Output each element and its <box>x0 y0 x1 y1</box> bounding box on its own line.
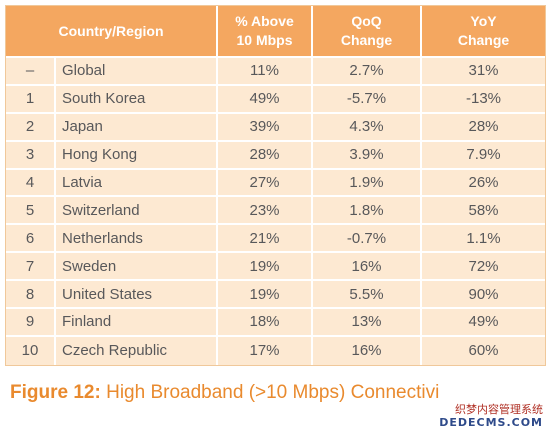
rank-cell: 1 <box>6 85 56 112</box>
yoy-cell: 60% <box>468 342 499 360</box>
yoy-cell: 26% <box>468 174 499 191</box>
header-yoy-line2: Change <box>457 32 510 48</box>
figure-caption: Figure 12: High Broadband (>10 Mbps) Con… <box>10 382 439 404</box>
country-cell: Finland <box>56 309 218 335</box>
table-row: 7 Sweden 19% 16% 72% <box>6 253 545 282</box>
rank-cell: 8 <box>6 281 56 308</box>
table-row: 1 South Korea 49% -5.7% -13% <box>6 85 545 114</box>
pct-cell: 19% <box>218 253 313 280</box>
rank-cell: – <box>6 58 56 84</box>
yoy-cell: -13% <box>465 90 502 108</box>
watermark-line2: DEDECMS.COM <box>439 416 543 429</box>
pct-cell: 11% <box>218 58 313 84</box>
pct-cell: 49% <box>218 85 313 112</box>
qoq-cell: 4.3% <box>313 113 422 140</box>
yoy-cell: 90% <box>468 285 499 303</box>
yoy-cell: 58% <box>468 201 499 219</box>
pct-cell: 19% <box>218 281 313 308</box>
header-qoq-line2: Change <box>340 32 393 48</box>
qoq-cell: 1.9% <box>313 169 422 196</box>
pct-cell: 18% <box>218 309 313 335</box>
yoy-cell: 1.1% <box>466 229 501 247</box>
table-row: 5 Switzerland 23% 1.8% 58% <box>6 197 545 226</box>
header-yoy-change: YoY Change <box>422 6 545 56</box>
country-cell: United States <box>56 281 218 308</box>
broadband-table: Country/Region % Above 10 Mbps QoQ Chang… <box>5 5 546 366</box>
yoy-cell: 7.9% <box>466 146 501 164</box>
yoy-cell: 31% <box>468 62 499 80</box>
qoq-cell: -0.7% <box>313 225 422 252</box>
pct-cell: 27% <box>218 169 313 196</box>
watermark-line1: 织梦内容管理系统 <box>455 403 543 416</box>
yoy-cell: 72% <box>468 257 499 275</box>
qoq-cell: 16% <box>313 336 422 365</box>
watermark: 织梦内容管理系统 DEDECMS.COM <box>439 403 543 429</box>
rank-cell: 6 <box>6 225 56 252</box>
header-pct-above-line1: % Above <box>235 13 294 29</box>
country-cell: Global <box>56 58 218 84</box>
qoq-cell: 16% <box>313 253 422 280</box>
pct-cell: 17% <box>218 336 313 365</box>
country-cell: South Korea <box>56 85 218 112</box>
yoy-cell: 49% <box>468 313 499 331</box>
qoq-cell: 5.5% <box>313 281 422 308</box>
country-cell: Hong Kong <box>56 141 218 168</box>
country-cell: Japan <box>56 113 218 140</box>
figure-caption-text: High Broadband (>10 Mbps) Connectivi <box>106 382 440 403</box>
table-row: 3 Hong Kong 28% 3.9% 7.9% <box>6 141 545 170</box>
yoy-cell: 28% <box>468 118 499 136</box>
header-country-region-label: Country/Region <box>58 22 164 39</box>
header-qoq-line1: QoQ <box>351 13 382 29</box>
qoq-cell: 13% <box>313 309 422 335</box>
pct-cell: 39% <box>218 113 313 140</box>
table-body: – Global 11% 2.7% 31% 1 South Korea 49% … <box>6 58 545 365</box>
header-pct-above-line2: 10 Mbps <box>236 32 293 48</box>
pct-cell: 23% <box>218 197 313 224</box>
qoq-cell: -5.7% <box>313 85 422 112</box>
rank-cell: 2 <box>6 113 56 140</box>
table-header-row: Country/Region % Above 10 Mbps QoQ Chang… <box>6 6 545 58</box>
table-row: 10 Czech Republic 17% 16% 60% <box>6 336 545 365</box>
rank-cell: 7 <box>6 253 56 280</box>
country-cell: Czech Republic <box>56 336 218 365</box>
country-cell: Switzerland <box>56 197 218 224</box>
header-yoy-line1: YoY <box>470 13 497 29</box>
rank-cell: 5 <box>6 197 56 224</box>
country-cell: Netherlands <box>56 225 218 252</box>
rank-cell: 9 <box>6 309 56 335</box>
country-cell: Sweden <box>56 253 218 280</box>
figure-label: Figure 12: <box>10 382 101 403</box>
table-row: 6 Netherlands 21% -0.7% 1.1% <box>6 225 545 254</box>
table-row: 2 Japan 39% 4.3% 28% <box>6 113 545 142</box>
rank-cell: 10 <box>6 336 56 365</box>
header-country-region: Country/Region <box>6 6 218 56</box>
rank-cell: 4 <box>6 169 56 196</box>
table-row: – Global 11% 2.7% 31% <box>6 58 545 86</box>
table-row: 9 Finland 18% 13% 49% <box>6 309 545 337</box>
country-cell: Latvia <box>56 169 218 196</box>
qoq-cell: 2.7% <box>313 58 422 84</box>
pct-cell: 28% <box>218 141 313 168</box>
qoq-cell: 1.8% <box>313 197 422 224</box>
header-qoq-change: QoQ Change <box>313 6 422 56</box>
table-row: 8 United States 19% 5.5% 90% <box>6 281 545 310</box>
pct-cell: 21% <box>218 225 313 252</box>
qoq-cell: 3.9% <box>313 141 422 168</box>
rank-cell: 3 <box>6 141 56 168</box>
header-pct-above: % Above 10 Mbps <box>218 6 313 56</box>
table-row: 4 Latvia 27% 1.9% 26% <box>6 169 545 198</box>
